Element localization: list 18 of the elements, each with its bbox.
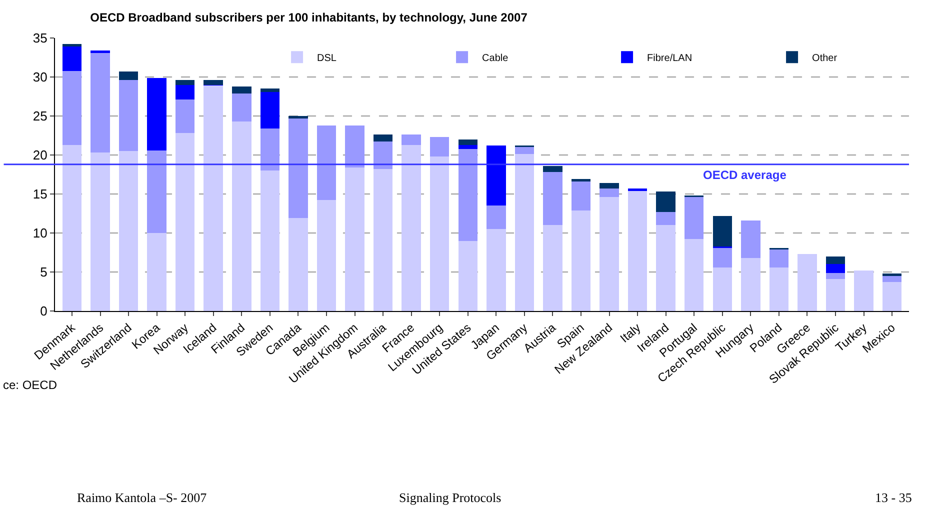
legend-label: DSL xyxy=(317,53,337,64)
text: Signaling Protocols xyxy=(399,490,502,505)
y-tick-label: 10 xyxy=(32,226,48,241)
text: 13 - 35 xyxy=(875,490,912,505)
ref-line-label: OECD average xyxy=(703,168,787,182)
chart-title: OECD Broadband subscribers per 100 inhabitants, by technology, June 2007 xyxy=(90,10,528,24)
y-tick-label: 5 xyxy=(40,264,48,280)
text: ce: OECD xyxy=(3,378,58,392)
y-tick-label: 25 xyxy=(32,108,48,124)
legend-label: Cable xyxy=(482,53,509,64)
y-tick-label: 30 xyxy=(32,70,48,85)
y-tick-label: 35 xyxy=(32,30,48,46)
y-tick-label: 15 xyxy=(32,186,48,202)
legend-label: Other xyxy=(812,53,838,64)
text: Raimo Kantola –S- 2007 xyxy=(77,490,208,505)
y-tick-label: 20 xyxy=(32,148,48,163)
legend-label: Fibre/LAN xyxy=(647,53,692,64)
y-tick-label: 0 xyxy=(40,304,48,319)
